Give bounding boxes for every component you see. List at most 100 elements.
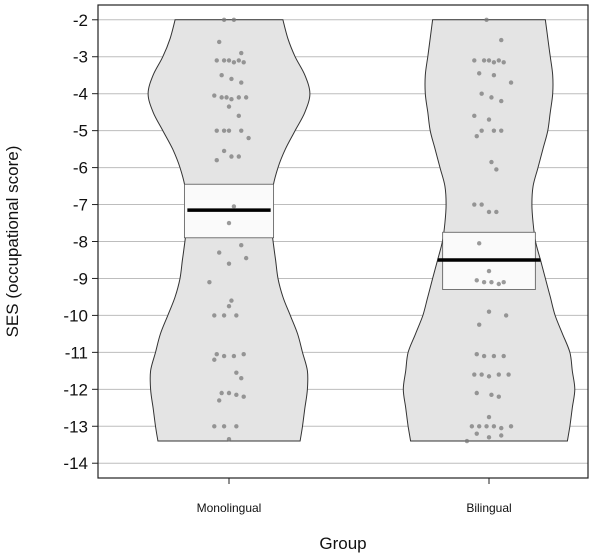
data-point [234,424,239,429]
data-point [226,128,232,133]
data-point [496,394,501,399]
data-point [474,390,479,396]
data-point [212,93,217,98]
data-point [236,113,241,119]
data-point [472,113,477,119]
data-point [226,220,232,226]
y-tick-label: -11 [65,343,88,362]
y-tick-label: -4 [73,85,88,104]
data-point [477,241,482,246]
x-tick-label: Monolingual [197,501,262,515]
data-point [221,353,227,359]
data-point [212,424,217,429]
data-point [236,154,241,159]
data-point [489,279,494,285]
data-point [234,370,239,375]
data-point [226,58,232,63]
data-point [226,104,232,109]
data-point [477,424,482,429]
y-tick-label: -2 [73,11,88,30]
data-point [494,167,499,172]
data-point [474,431,479,436]
data-point [479,372,484,377]
data-point [239,80,244,85]
data-point [217,250,222,255]
y-tick-label: -3 [73,48,88,67]
data-point [479,202,484,207]
data-point [479,128,484,133]
data-point [231,17,237,22]
data-point [214,158,219,163]
data-point [241,60,246,65]
data-point [464,438,470,444]
data-point [481,353,487,359]
data-point [474,352,479,357]
data-point [214,352,219,357]
data-point [217,398,222,403]
data-point [469,424,475,429]
data-point [236,95,241,100]
x-tick-label: Bilingual [466,501,511,515]
data-point [226,390,232,396]
data-point [508,424,514,429]
data-point [226,261,232,266]
y-tick-label: -6 [73,159,88,178]
data-point [486,117,492,122]
data-point [234,392,239,398]
data-point [501,60,506,65]
data-point [214,128,219,133]
data-point [486,414,492,420]
data-point [489,392,494,398]
data-point [506,372,511,377]
data-point [477,71,482,76]
data-point [499,128,504,133]
data-point [499,425,504,431]
data-point [486,435,492,440]
data-point [474,133,479,139]
data-point [479,91,484,96]
y-axis-title: SES (occupational score) [3,146,22,338]
x-axis-title: Group [319,534,366,553]
data-point [491,73,497,78]
data-point [214,58,219,63]
data-point [246,135,251,141]
data-point [236,58,241,63]
data-points [207,17,514,444]
data-point [221,58,227,63]
y-tick-label: -8 [73,233,88,252]
data-point [489,95,494,100]
data-point [219,73,224,78]
data-point [486,209,492,215]
y-tick-label: -5 [73,122,88,141]
data-point [231,204,237,209]
y-tick-label: -7 [73,196,88,215]
data-point [231,60,237,65]
data-point [499,37,504,43]
y-axis-ticks: -2 -3 -4 -5 -6 -7 -8 -9 -10 -11 -12 -13 -14 [63,11,98,473]
data-point [481,279,487,285]
y-tick-label: -13 [63,417,88,436]
data-point [481,58,487,63]
data-point [234,313,239,318]
data-point [484,17,489,22]
data-point [217,39,222,45]
data-point [229,298,234,303]
data-point [229,154,234,159]
data-point [472,202,477,207]
data-point [207,279,212,285]
data-point [229,76,234,82]
data-point [494,209,499,215]
data-point [491,353,497,359]
data-point [221,148,227,154]
violins [147,19,576,442]
data-point [243,95,249,100]
y-tick-label: -10 [63,306,88,325]
violin-bilingual [402,19,576,442]
data-point [496,372,501,377]
data-point [243,255,249,261]
data-point [491,128,497,133]
data-point [221,313,227,318]
y-tick-label: -12 [63,380,88,399]
data-point [221,424,227,429]
